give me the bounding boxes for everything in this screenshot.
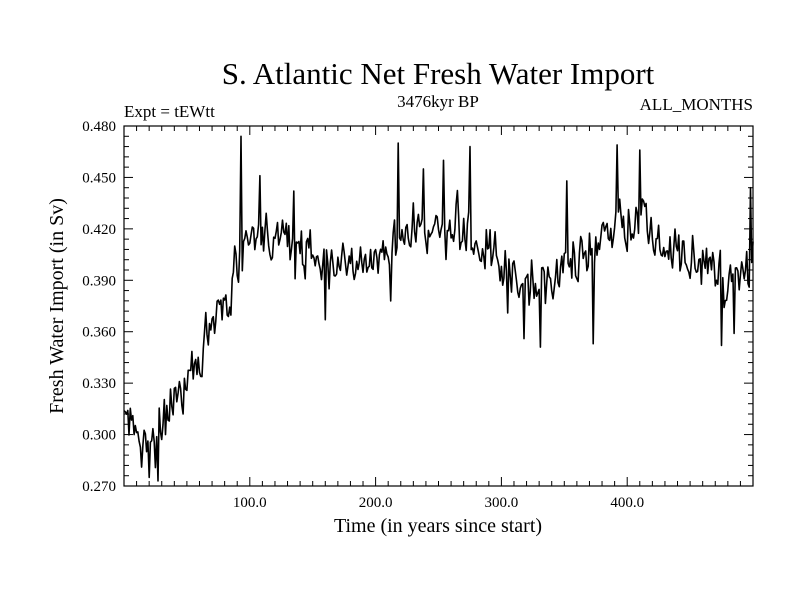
- x-tick-label: 400.0: [610, 495, 644, 511]
- y-tick-label: 0.480: [82, 119, 116, 135]
- y-tick-label: 0.270: [82, 479, 116, 495]
- x-tick-label: 100.0: [233, 495, 267, 511]
- y-tick-label: 0.390: [82, 273, 116, 289]
- chart-title: S. Atlantic Net Fresh Water Import: [222, 56, 655, 91]
- months-label: ALL_MONTHS: [640, 95, 753, 114]
- series-line: [123, 135, 754, 482]
- y-tick-label: 0.360: [82, 325, 116, 341]
- x-tick-label: 200.0: [359, 495, 393, 511]
- axis-ticks: [124, 126, 753, 486]
- experiment-label: Expt = tEWtt: [124, 102, 215, 121]
- x-axis-label: Time (in years since start): [334, 515, 542, 537]
- y-tick-label: 0.450: [82, 170, 116, 186]
- period-label: 3476kyr BP: [397, 92, 479, 111]
- x-tick-label: 300.0: [485, 495, 519, 511]
- y-tick-label: 0.420: [82, 222, 116, 238]
- y-axis-label: Fresh Water Import (in Sv): [46, 198, 68, 414]
- y-tick-label: 0.330: [82, 376, 116, 392]
- tick-labels: 100.0 200.0 300.0 400.0 0.270 0.300 0.330 0.360…: [82, 119, 644, 511]
- plot-frame: [123, 125, 754, 487]
- y-tick-label: 0.300: [82, 428, 116, 444]
